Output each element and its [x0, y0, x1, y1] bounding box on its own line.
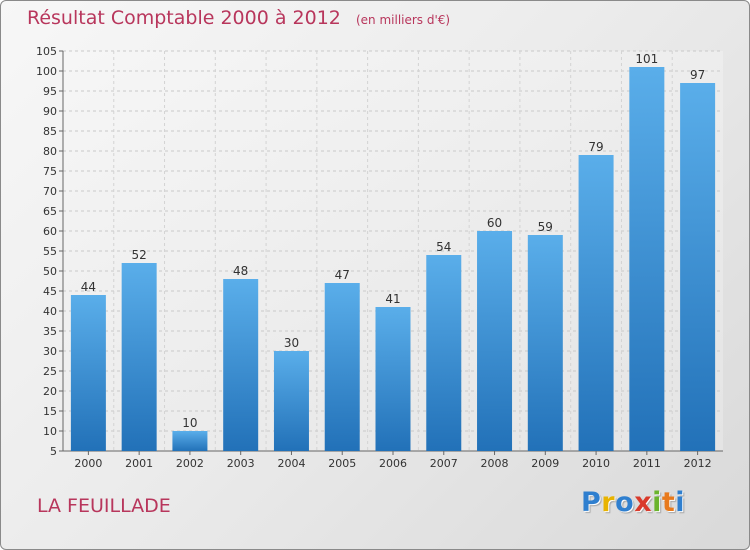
x-tick-label: 2009: [531, 457, 559, 470]
y-tick-label: 15: [43, 405, 57, 418]
y-tick-label: 95: [43, 85, 57, 98]
bar: [629, 67, 665, 451]
y-tick-label: 50: [43, 265, 57, 278]
y-tick-label: 85: [43, 125, 57, 138]
value-label: 52: [132, 248, 147, 262]
y-tick-label: 60: [43, 225, 57, 238]
chart-title: Résultat Comptable 2000 à 2012 (en milli…: [27, 7, 450, 29]
bar: [121, 263, 157, 451]
x-tick-label: 2001: [125, 457, 153, 470]
y-tick-label: 5: [50, 445, 57, 458]
value-label: 97: [690, 68, 705, 82]
bar: [324, 283, 360, 451]
y-tick-label: 70: [43, 185, 57, 198]
value-label: 79: [588, 140, 603, 154]
y-tick-label: 75: [43, 165, 57, 178]
bar: [223, 279, 259, 451]
x-tick-label: 2005: [328, 457, 356, 470]
y-tick-label: 55: [43, 245, 57, 258]
x-tick-label: 2000: [74, 457, 102, 470]
chart-title-main: Résultat Comptable 2000 à 2012: [27, 7, 341, 29]
x-tick-label: 2004: [277, 457, 305, 470]
y-tick-label: 90: [43, 105, 57, 118]
y-tick-label: 65: [43, 205, 57, 218]
value-label: 41: [385, 292, 400, 306]
logo-letter: x: [634, 487, 653, 518]
x-tick-label: 2006: [379, 457, 407, 470]
bars: [70, 67, 716, 451]
bar: [680, 83, 716, 451]
bar: [426, 255, 462, 451]
y-tick-label: 105: [36, 45, 57, 58]
value-label: 48: [233, 264, 248, 278]
logo-letter: o: [615, 487, 635, 518]
y-tick-label: 80: [43, 145, 57, 158]
logo-letter: r: [601, 487, 616, 518]
bar: [273, 351, 309, 451]
labels: 5 10 15 20 25 30 35 40 45 50 55 60 65 70 75 80 85 90 95 100…: [36, 45, 712, 470]
logo-letter: i: [675, 487, 686, 518]
bar: [70, 295, 106, 451]
x-tick-label: 2008: [481, 457, 509, 470]
value-label: 44: [81, 280, 96, 294]
value-label: 47: [335, 268, 350, 282]
x-tick-label: 2002: [176, 457, 204, 470]
bar: [578, 155, 614, 451]
y-tick-label: 35: [43, 325, 57, 338]
chart-title-unit: (en milliers d'€): [355, 13, 451, 27]
logo-letter: i: [652, 487, 662, 518]
y-tick-label: 40: [43, 305, 57, 318]
x-tick-label: 2012: [684, 457, 712, 470]
value-label: 30: [284, 336, 299, 350]
x-tick-label: 2011: [633, 457, 661, 470]
logo-letter: t: [661, 487, 676, 518]
value-label: 10: [182, 416, 197, 430]
value-label: 54: [436, 240, 451, 254]
x-tick-label: 2003: [227, 457, 255, 470]
value-label: 60: [487, 216, 502, 230]
y-tick-label: 30: [43, 345, 57, 358]
bar: [375, 307, 411, 451]
y-tick-label: 20: [43, 385, 57, 398]
bar: [527, 235, 563, 451]
value-label: 101: [635, 52, 658, 66]
value-label: 59: [538, 220, 553, 234]
x-tick-label: 2007: [430, 457, 458, 470]
y-tick-label: 25: [43, 365, 57, 378]
town-name: LA FEUILLADE: [37, 495, 171, 517]
y-tick-label: 45: [43, 285, 57, 298]
proxiti-logo[interactable]: Proxiti: [581, 487, 685, 518]
bar: [172, 431, 208, 451]
bar: [477, 231, 513, 451]
logo-letter: P: [581, 487, 602, 518]
x-tick-label: 2010: [582, 457, 610, 470]
y-tick-label: 100: [36, 65, 57, 78]
y-tick-label: 10: [43, 425, 57, 438]
